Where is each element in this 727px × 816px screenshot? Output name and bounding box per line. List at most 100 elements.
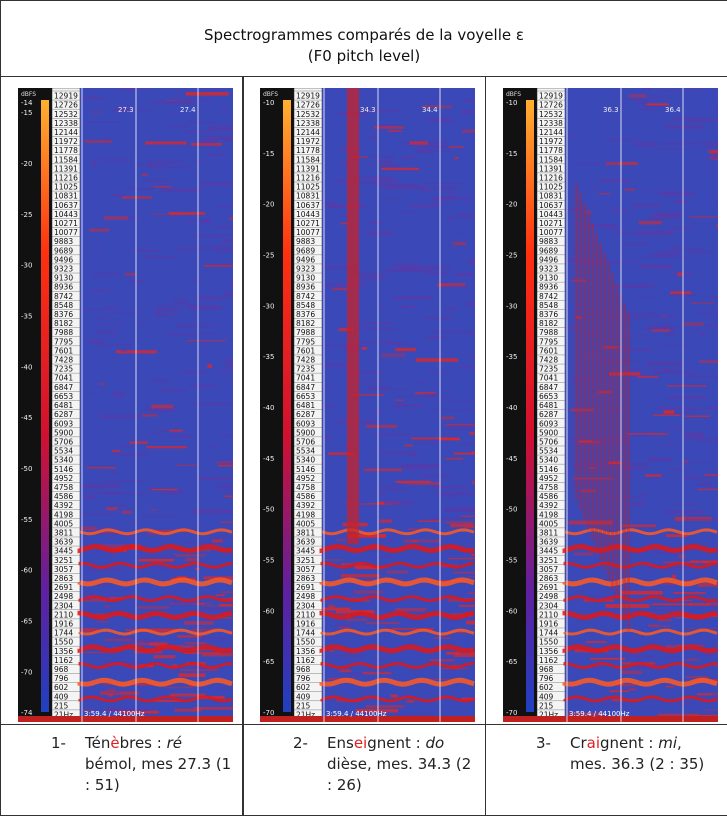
spectrum-texture [656, 407, 700, 409]
frequency-label: 5534 [54, 447, 73, 456]
spectrum-texture [406, 467, 430, 469]
spectrum-texture [224, 137, 233, 141]
spectrum-texture [716, 110, 718, 113]
frequency-label: 10443 [54, 210, 78, 219]
frequency-label: 11972 [539, 137, 563, 146]
spectrum-texture [102, 493, 145, 494]
frequency-label: 6287 [296, 410, 315, 419]
spectrum-texture [702, 561, 709, 564]
title-cell: Spectrogrammes comparés de la voyelle ɛ … [0, 0, 727, 77]
spectrum-texture [184, 542, 223, 544]
frequency-label: 9323 [296, 265, 315, 274]
frequency-label: 9689 [296, 246, 315, 255]
caption-number: 3- [536, 733, 551, 754]
frequency-label: 10443 [296, 210, 320, 219]
spectrum-texture [676, 702, 691, 706]
spectrum-texture [652, 329, 670, 332]
spectrum-texture [457, 232, 461, 235]
spectrum-texture [182, 131, 210, 133]
spectrum-texture [380, 488, 406, 490]
caption-run: gnent : [367, 734, 425, 752]
spectrum-texture [229, 281, 233, 284]
db-tick-label: -35 [263, 353, 274, 361]
spectrum-texture [366, 705, 404, 708]
spectrum-texture [665, 686, 673, 687]
spectrum-texture [683, 273, 692, 275]
spectrum-texture [461, 516, 475, 517]
spectrum-texture [600, 120, 615, 121]
spectrum-texture [204, 265, 233, 267]
spectrum-texture [468, 593, 475, 594]
spectrum-texture [161, 188, 202, 191]
spectrum-texture [145, 141, 186, 144]
spectrum-texture [213, 249, 233, 251]
pitch-streak [611, 273, 614, 590]
spectrum-texture [216, 206, 233, 207]
frequency-label: 3445 [539, 547, 558, 556]
pitch-streak [615, 283, 618, 600]
spectrum-texture [218, 460, 233, 464]
db-tick-label: -30 [21, 262, 32, 270]
image-cell: dBFS-14-15-20-25-30-35-40-45-50-55-60-65… [0, 76, 244, 725]
spectrum-texture [427, 336, 445, 340]
caption-run: do [425, 734, 444, 752]
frequency-label: 11391 [54, 164, 78, 173]
spectrum-texture [614, 262, 621, 263]
spectrum-texture [185, 642, 206, 644]
spectrum-texture [366, 388, 407, 390]
spectrum-texture [159, 313, 174, 316]
spectrum-texture [168, 212, 204, 215]
spectrum-texture [622, 99, 656, 101]
frequency-label: 9689 [539, 246, 558, 255]
spectrum-texture [98, 325, 122, 326]
spectrum-texture [468, 334, 475, 336]
spectrum-texture [411, 438, 454, 440]
spectrum-texture [473, 542, 475, 543]
spectrum-texture [135, 164, 165, 166]
spectrum-texture [421, 189, 431, 191]
frequency-label: 12338 [54, 119, 78, 128]
spectrum-texture [708, 149, 718, 153]
frequency-label: 8182 [54, 319, 73, 328]
db-tick-label: -65 [506, 658, 517, 666]
frequency-label: 4586 [539, 492, 558, 501]
spectrum-texture [229, 217, 233, 220]
spectrum-texture [232, 242, 233, 245]
spectrum-texture [171, 435, 191, 438]
spectrum-texture [154, 655, 176, 658]
spectrum-texture [184, 621, 214, 624]
frequency-label: 12726 [296, 101, 320, 110]
spectrum-texture [194, 235, 233, 237]
spectrum-texture [704, 324, 718, 326]
spectrum-texture [134, 250, 159, 252]
frequency-label: 11778 [296, 146, 320, 155]
spectrum-texture [190, 333, 219, 335]
frequency-label: 4005 [54, 519, 73, 528]
spectrum-texture [198, 477, 233, 480]
spectrum-texture [158, 185, 167, 187]
frequency-label: 3251 [539, 556, 558, 565]
spectrum-texture [216, 687, 233, 689]
spectrum-texture [124, 273, 135, 276]
frequency-label: 2304 [296, 601, 315, 610]
spectrum-texture [637, 295, 658, 297]
spectrum-texture [359, 322, 393, 324]
spectrum-texture [639, 221, 662, 224]
frequency-label: 6653 [296, 392, 315, 401]
spectrum-texture [208, 447, 220, 448]
frequency-label: 2498 [296, 592, 315, 601]
pitch-streak [579, 193, 582, 510]
caption-run: mi [658, 734, 677, 752]
frequency-label: 12919 [539, 92, 563, 101]
frequency-label: 8742 [539, 292, 558, 301]
db-tick-label: -20 [506, 201, 517, 209]
spectrum-texture [470, 461, 475, 462]
caption-text: Enseignent : do dièse, mes. 34.3 (2 : 26… [327, 733, 477, 796]
spectrum-texture [322, 202, 338, 204]
spectrum-texture [151, 404, 173, 408]
spectrum-texture [672, 575, 677, 579]
spectrum-texture [657, 211, 685, 214]
frequency-label: 8376 [539, 310, 558, 319]
frequency-label: 6653 [54, 392, 73, 401]
